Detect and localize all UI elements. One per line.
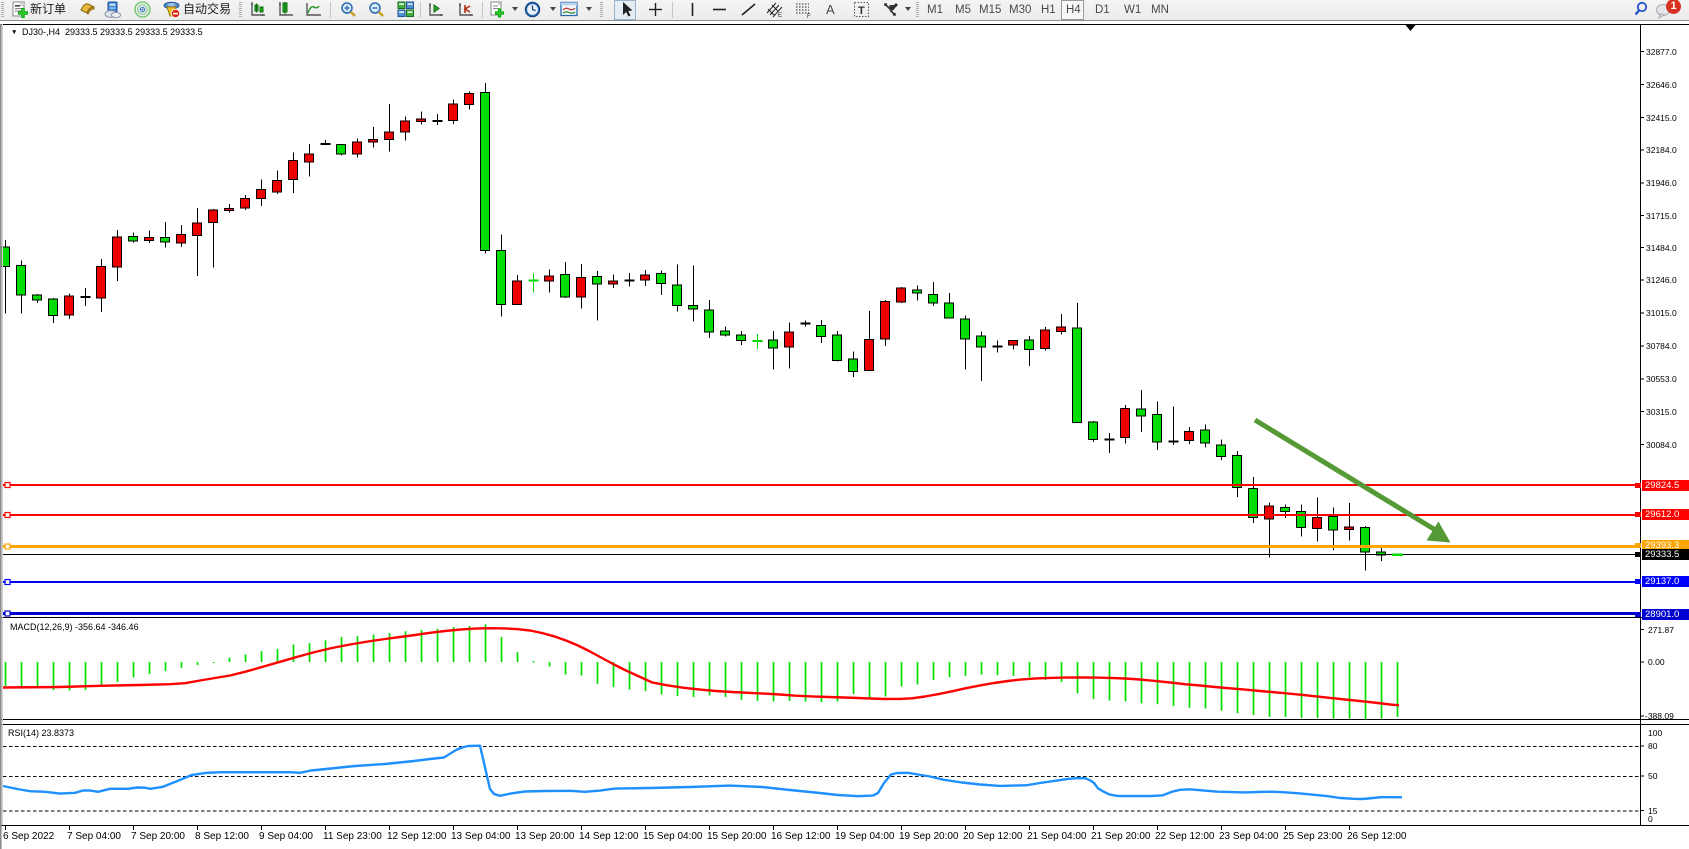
svg-text:E: E: [778, 13, 782, 19]
svg-text:F: F: [807, 14, 811, 19]
svg-text:T: T: [858, 5, 865, 17]
